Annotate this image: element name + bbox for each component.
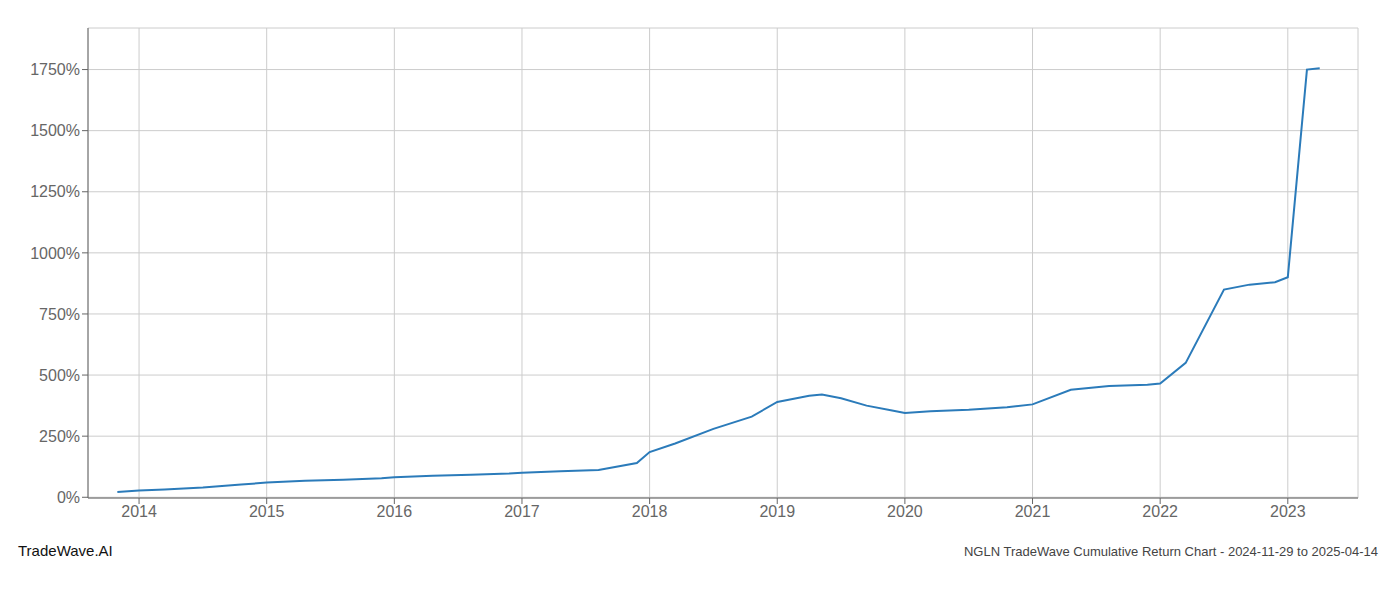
svg-text:750%: 750%	[39, 306, 80, 323]
svg-text:2021: 2021	[1015, 503, 1051, 520]
svg-text:1500%: 1500%	[30, 122, 80, 139]
svg-text:1000%: 1000%	[30, 245, 80, 262]
svg-text:1250%: 1250%	[30, 183, 80, 200]
svg-text:0%: 0%	[57, 489, 80, 506]
svg-text:2022: 2022	[1142, 503, 1178, 520]
svg-text:250%: 250%	[39, 428, 80, 445]
svg-text:2014: 2014	[121, 503, 157, 520]
svg-text:2023: 2023	[1270, 503, 1306, 520]
svg-text:2015: 2015	[249, 503, 285, 520]
svg-text:500%: 500%	[39, 367, 80, 384]
svg-text:2016: 2016	[377, 503, 413, 520]
svg-text:1750%: 1750%	[30, 61, 80, 78]
svg-text:2019: 2019	[759, 503, 795, 520]
svg-text:2020: 2020	[887, 503, 923, 520]
html-text:TradeWave.AI: TradeWave.AI	[18, 542, 113, 559]
svg-text:2018: 2018	[632, 503, 668, 520]
html-text:NGLN TradeWave Cumulative Retu: NGLN TradeWave Cumulative Return Chart -…	[964, 544, 1378, 559]
svg-text:2017: 2017	[504, 503, 540, 520]
